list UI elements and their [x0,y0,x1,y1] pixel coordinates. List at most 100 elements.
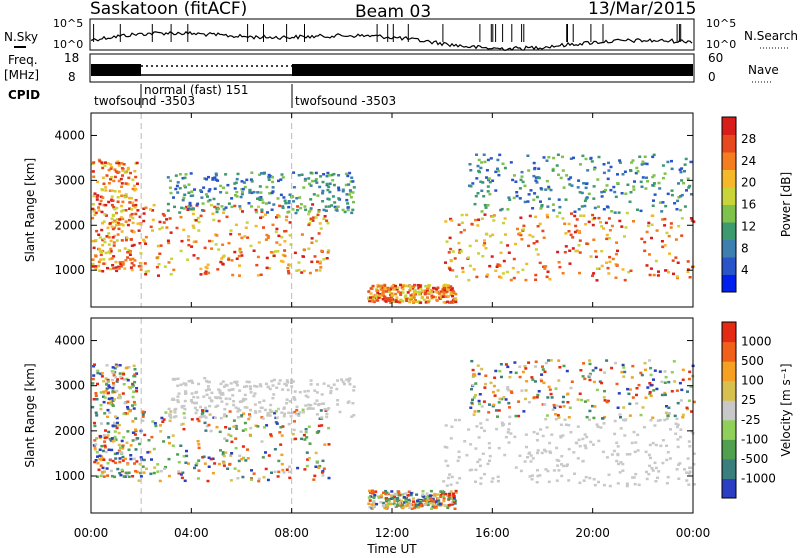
heatmap-cell [188,206,192,209]
heatmap-cell [623,434,627,437]
heatmap-cell [103,412,107,415]
heatmap-cell [309,383,313,386]
heatmap-cell [252,190,256,194]
heatmap-cell [422,495,426,498]
heatmap-cell [141,413,145,416]
heatmap-cell [99,250,103,253]
heatmap-cell [158,220,162,224]
heatmap-cell [555,164,559,167]
freq-tick-top: 18 [64,51,79,65]
heatmap-cell [284,202,288,205]
heatmap-cell [128,253,132,256]
heatmap-cell [638,155,642,158]
heatmap-cell [640,373,644,377]
heatmap-cell [105,383,108,386]
heatmap-cell [92,210,96,213]
heatmap-cell [486,185,490,188]
heatmap-cell [155,265,159,269]
heatmap-cell [129,257,133,261]
heatmap-cell [349,190,353,194]
heatmap-cell [311,179,314,183]
heatmap-cell [407,490,411,493]
heatmap-cell [573,472,576,475]
heatmap-cell [492,384,496,388]
heatmap-cell [135,387,139,390]
heatmap-cell [425,498,429,502]
heatmap-cell [477,399,481,403]
heatmap-cell [645,264,649,267]
heatmap-cell [241,399,245,402]
heatmap-cell [270,471,273,474]
heatmap-cell [296,205,300,208]
heatmap-cell [447,295,450,298]
heatmap-cell [600,195,604,198]
heatmap-cell [575,218,579,221]
heatmap-cell [566,401,570,404]
heatmap-cell [471,398,474,401]
heatmap-cell [291,432,295,436]
heatmap-cell [335,209,339,212]
heatmap-cell [496,167,499,170]
heatmap-cell [634,472,638,476]
heatmap-cell [573,214,577,218]
heatmap-cell [325,174,329,178]
heatmap-cell [387,499,391,503]
heatmap-cell [181,177,185,180]
heatmap-cell [126,223,130,227]
heatmap-cell [593,166,597,170]
heatmap-cell [101,222,104,225]
heatmap-cell [479,166,483,170]
heatmap-cell [104,161,107,164]
heatmap-cell [664,411,668,415]
heatmap-cell [222,211,225,214]
heatmap-cell [286,266,290,270]
heatmap-cell [107,391,110,394]
heatmap-cell [479,482,483,485]
heatmap-cell [118,396,122,400]
colorbar-tick-label: 28 [741,132,756,146]
heatmap-cell [383,284,387,287]
heatmap-cell [447,476,451,480]
heatmap-cell [568,262,572,265]
heatmap-cell [539,200,542,203]
heatmap-cell [567,416,571,419]
heatmap-cell [555,446,559,450]
colorbar-segment [722,117,736,135]
heatmap-cell [541,229,545,233]
heatmap-cell [240,180,244,183]
heatmap-cell [624,192,628,195]
heatmap-cell [562,364,566,368]
heatmap-cell [183,407,187,411]
heatmap-cell [557,459,561,462]
heatmap-cell [136,222,140,225]
heatmap-cell [633,450,637,454]
heatmap-cell [336,399,340,402]
heatmap-cell [521,268,525,272]
heatmap-cell [220,400,224,403]
heatmap-cell [133,206,137,209]
heatmap-cell [315,431,319,434]
heatmap-cell [532,198,536,202]
heatmap-cell [541,434,545,438]
heatmap-cell [488,446,492,450]
heatmap-cell [684,157,688,161]
heatmap-cell [275,416,279,419]
heatmap-cell [395,288,399,291]
heatmap-cell [644,368,647,372]
heatmap-cell [561,400,565,404]
heatmap-cell [531,457,535,460]
heatmap-cell [613,211,617,214]
heatmap-cell [291,380,295,383]
heatmap-cell [475,275,479,279]
heatmap-cell [635,166,639,170]
heatmap-cell [258,185,262,188]
heatmap-cell [249,244,253,248]
heatmap-cell [327,476,331,480]
heatmap-cell [203,246,207,250]
heatmap-cell [141,465,145,468]
heatmap-cell [591,443,595,446]
heatmap-cell [234,406,238,409]
heatmap-cell [288,221,292,224]
heatmap-cell [118,471,122,475]
heatmap-cell [438,502,442,506]
